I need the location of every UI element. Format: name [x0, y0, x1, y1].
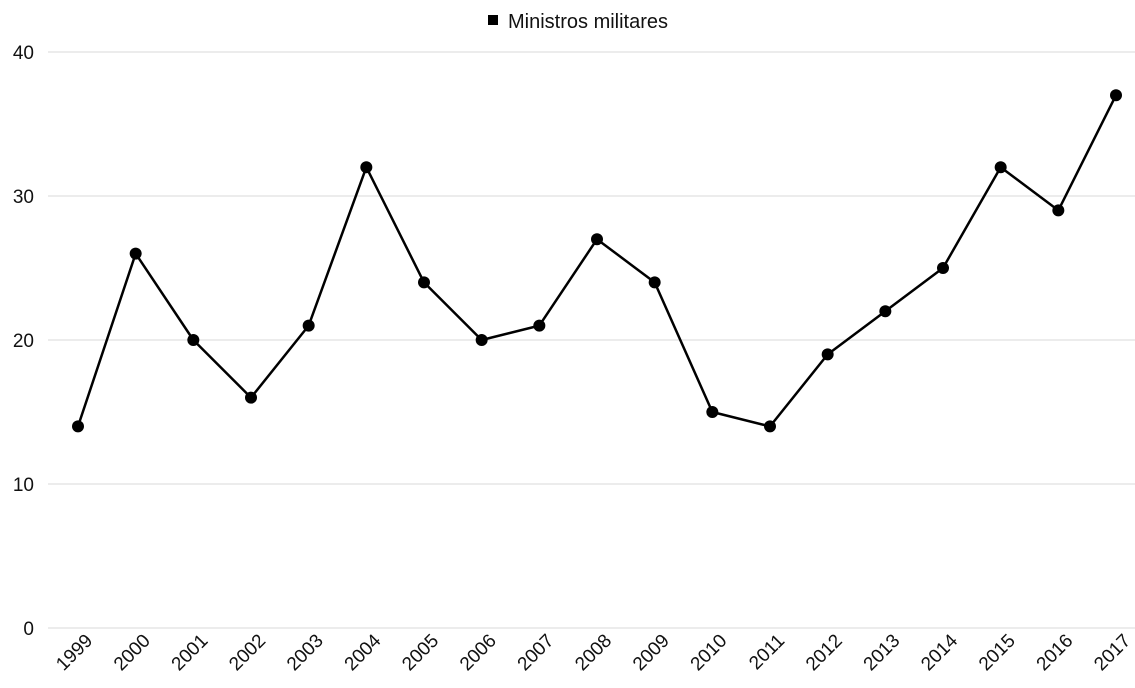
- y-tick-label: 30: [13, 187, 34, 208]
- data-point-2008: [591, 233, 603, 246]
- y-tick-label: 40: [13, 43, 34, 64]
- data-point-2000: [129, 247, 142, 260]
- data-point-2014: [937, 262, 949, 274]
- x-tick-label: 2001: [168, 630, 213, 675]
- x-tick-label: 2010: [687, 630, 732, 675]
- y-tick-label: 10: [13, 475, 34, 496]
- data-point-2010: [706, 406, 719, 418]
- data-point-2001: [187, 334, 200, 346]
- data-point-2013: [879, 305, 892, 318]
- x-tick-label: 2003: [283, 630, 328, 675]
- x-tick-label: 2008: [571, 630, 616, 675]
- x-tick-label: 2015: [975, 630, 1020, 675]
- series-layer: [72, 89, 1122, 433]
- data-point-2017: [1110, 89, 1122, 102]
- x-tick-label: 1999: [52, 630, 97, 675]
- x-tick-label: 2004: [341, 630, 386, 675]
- x-tick-label: 2013: [860, 630, 905, 675]
- data-point-2003: [302, 319, 315, 332]
- legend-label: Ministros militares: [508, 11, 668, 33]
- x-tick-label: 2002: [225, 630, 270, 675]
- x-tick-label: 2000: [110, 630, 155, 675]
- data-point-2015: [994, 161, 1007, 174]
- x-tick-label: 2012: [802, 630, 847, 675]
- data-point-2006: [475, 334, 488, 346]
- legend-marker: [488, 15, 498, 25]
- data-point-2004: [360, 161, 373, 174]
- data-point-2012: [821, 348, 834, 361]
- x-tick-label: 2011: [745, 630, 789, 674]
- x-tick-label: 2007: [514, 630, 559, 675]
- legend: Ministros militares: [488, 11, 668, 33]
- y-tick-label: 20: [13, 331, 34, 352]
- data-point-2002: [245, 391, 257, 404]
- data-point-2007: [533, 319, 546, 332]
- x-tick-label: 2017: [1090, 630, 1135, 675]
- data-point-1999: [72, 420, 84, 433]
- data-point-2011: [764, 420, 776, 433]
- data-point-2005: [418, 276, 430, 289]
- x-tick-label: 2005: [398, 630, 443, 675]
- x-tick-label: 2009: [629, 630, 674, 675]
- series-line: [76, 94, 1118, 428]
- x-tick-label: 2006: [456, 630, 501, 675]
- data-point-2016: [1052, 204, 1065, 217]
- y-tick-label: 0: [23, 619, 34, 640]
- data-point-2009: [648, 276, 661, 289]
- y-axis: 0 10 20 30 40: [13, 43, 34, 640]
- x-tick-label: 2016: [1033, 630, 1078, 675]
- x-axis: 1999 2000 2001 2002 2003 2004 2005 2006 2007 2008…: [52, 630, 1135, 675]
- gridlines: [48, 51, 1135, 629]
- x-tick-label: 2014: [917, 630, 962, 675]
